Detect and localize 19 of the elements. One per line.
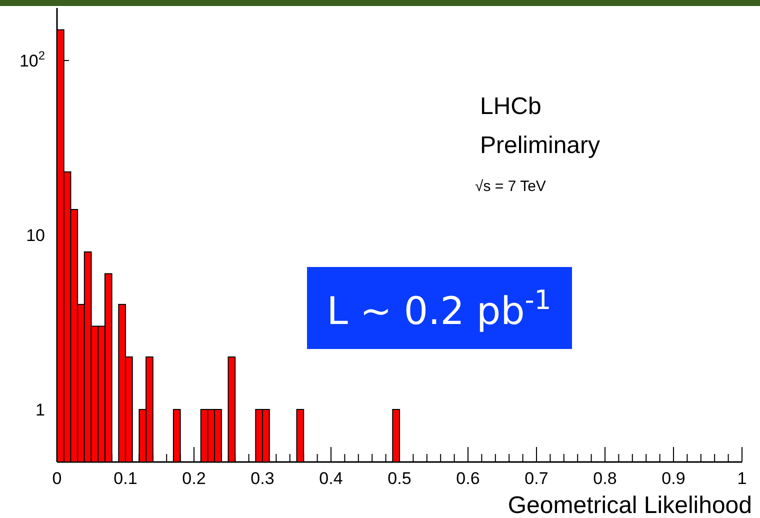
x-axis-title: Geometrical Likelihood: [508, 492, 752, 518]
annotation: L ~ 0.2 pb$^{-1}$: [326, 284, 552, 333]
x-tick-label: 0.5: [388, 469, 412, 488]
y-tick-label: 10: [26, 226, 45, 245]
x-tick-label: 1: [737, 469, 747, 488]
x-tick-label: 0.7: [524, 469, 548, 488]
x-tick-label: 0.6: [456, 469, 480, 488]
annotation: √s = 7 TeV: [475, 178, 546, 195]
x-tick-label: 0.2: [182, 469, 206, 488]
annotation: LHCb: [480, 93, 542, 120]
annotation: Preliminary: [480, 132, 600, 159]
x-tick-label: 0.4: [319, 469, 343, 488]
y-tick-label: 1: [36, 400, 45, 420]
x-tick-label: 0.9: [662, 469, 686, 488]
x-tick-label: 0.3: [250, 469, 274, 488]
x-tick-label: 0.1: [114, 469, 138, 488]
x-tick-label: 0: [52, 469, 62, 488]
x-tick-label: 0.8: [593, 469, 617, 488]
y-tick-label: 10$^{2}$: [19, 48, 46, 71]
